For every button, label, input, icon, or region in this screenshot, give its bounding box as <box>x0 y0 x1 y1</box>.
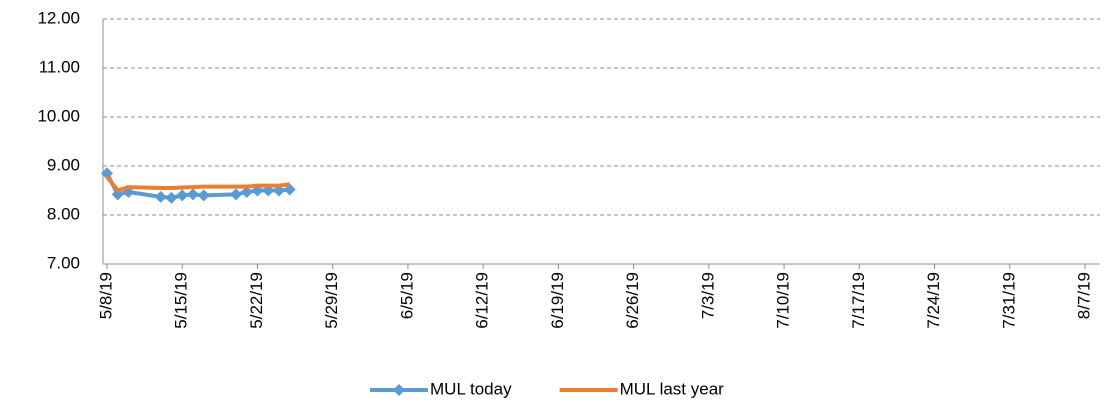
marker <box>229 188 242 201</box>
marker <box>197 189 210 202</box>
marker <box>101 167 113 180</box>
x-tick-label: 5/15/19 <box>172 272 191 329</box>
x-tick-label: 7/24/19 <box>924 272 943 329</box>
y-tick-label: 10.00 <box>37 106 80 125</box>
legend-label: MUL today <box>430 379 512 398</box>
marker <box>154 190 167 203</box>
marker <box>186 188 199 201</box>
y-tick-label: 9.00 <box>47 155 80 174</box>
series-line <box>105 175 290 193</box>
marker <box>176 189 189 202</box>
x-tick-label: 7/31/19 <box>999 272 1018 329</box>
x-tick-label: 7/10/19 <box>774 272 793 329</box>
x-tick-label: 8/7/19 <box>1074 272 1093 319</box>
x-tick-label: 5/22/19 <box>247 272 266 329</box>
legend-label: MUL last year <box>620 379 725 398</box>
y-tick-label: 12.00 <box>37 8 80 27</box>
x-tick-label: 6/26/19 <box>623 272 642 329</box>
x-tick-label: 7/17/19 <box>849 272 868 329</box>
y-tick-label: 7.00 <box>47 253 80 272</box>
x-tick-label: 5/29/19 <box>322 272 341 329</box>
x-tick-label: 6/5/19 <box>397 272 416 319</box>
legend-marker <box>393 384 405 396</box>
marker <box>165 191 178 204</box>
y-tick-label: 11.00 <box>39 57 80 76</box>
x-tick-label: 5/8/19 <box>96 272 115 319</box>
y-tick-label: 8.00 <box>47 204 80 223</box>
x-tick-label: 7/3/19 <box>698 272 717 319</box>
x-tick-label: 6/19/19 <box>548 272 567 329</box>
marker <box>240 185 253 198</box>
x-tick-label: 6/12/19 <box>473 272 492 329</box>
